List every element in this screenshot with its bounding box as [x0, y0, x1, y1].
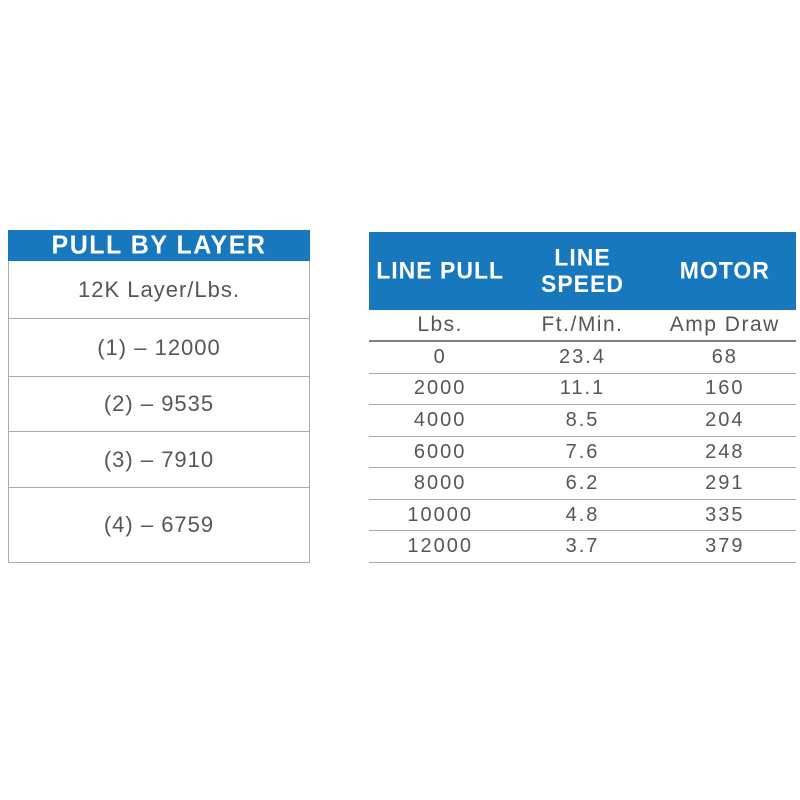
- col-header-line-pull-label: LINE PULL: [376, 256, 505, 284]
- layer-row-2: (2) – 9535: [9, 377, 309, 432]
- cell-line-speed: 6.2: [565, 472, 600, 495]
- performance-units-row: Lbs. Ft./Min. Amp Draw: [369, 310, 796, 342]
- layer-units-row: 12K Layer/Lbs.: [9, 261, 309, 319]
- performance-table: LINE PULL LINE SPEED MOTOR Lbs. Ft./Min.…: [369, 232, 796, 564]
- unit-amp-draw-label: Amp Draw: [669, 313, 780, 336]
- cell-motor: 204: [705, 408, 745, 431]
- layer-units-label: 12K Layer/Lbs.: [78, 276, 240, 302]
- cell-line-speed: 11.1: [559, 377, 606, 400]
- cell-line-pull: 8000: [413, 472, 467, 495]
- unit-lbs: Lbs.: [369, 310, 511, 340]
- table-row: 8000 6.2 291: [369, 468, 796, 500]
- cell-motor: 248: [705, 440, 745, 463]
- layer-row-4: (4) – 6759: [9, 488, 309, 562]
- col-header-motor: MOTOR: [654, 232, 796, 310]
- col-header-line-speed: LINE SPEED: [511, 232, 653, 310]
- col-header-line-speed-label: LINE SPEED: [541, 243, 624, 298]
- cell-motor: 291: [705, 472, 745, 495]
- cell-motor: 379: [705, 535, 745, 558]
- unit-lbs-label: Lbs.: [417, 313, 464, 336]
- performance-data-rows: 0 23.4 68 2000 11.1 160 4000 8.5 204 600…: [369, 342, 796, 564]
- cell-line-speed: 7.6: [565, 440, 600, 463]
- cell-motor: 335: [705, 503, 745, 526]
- pull-by-layer-body: 12K Layer/Lbs. (1) – 12000 (2) – 9535 (3…: [8, 261, 310, 563]
- layer-row-3: (3) – 7910: [9, 432, 309, 488]
- pull-by-layer-header: PULL BY LAYER: [8, 230, 310, 261]
- unit-amp-draw: Amp Draw: [654, 310, 796, 340]
- cell-line-pull: 12000: [407, 535, 473, 558]
- layer-row-1: (1) – 12000: [9, 319, 309, 377]
- layer-row-4-value: (4) – 6759: [103, 512, 215, 537]
- cell-line-pull: 2000: [413, 377, 467, 400]
- table-row: 6000 7.6 248: [369, 437, 796, 469]
- cell-motor: 160: [705, 377, 745, 400]
- table-row: 4000 8.5 204: [369, 405, 796, 437]
- table-row: 12000 3.7 379: [369, 531, 796, 564]
- cell-line-speed: 3.7: [565, 535, 600, 558]
- layer-row-3-value: (3) – 7910: [103, 446, 215, 472]
- cell-line-pull: 0: [433, 345, 447, 368]
- layer-row-2-value: (2) – 9535: [103, 391, 215, 416]
- table-row: 0 23.4 68: [369, 342, 796, 374]
- table-row: 10000 4.8 335: [369, 500, 796, 532]
- col-header-line-pull: LINE PULL: [369, 232, 511, 310]
- cell-line-pull: 6000: [413, 440, 467, 463]
- cell-line-speed: 4.8: [565, 503, 600, 526]
- cell-line-speed: 8.5: [565, 408, 600, 431]
- table-row: 2000 11.1 160: [369, 374, 796, 406]
- pull-by-layer-title: PULL BY LAYER: [51, 230, 267, 260]
- cell-line-pull: 10000: [407, 503, 473, 526]
- unit-ft-min-label: Ft./Min.: [541, 313, 624, 336]
- performance-header-row: LINE PULL LINE SPEED MOTOR: [369, 232, 796, 310]
- col-header-motor-label: MOTOR: [679, 256, 770, 284]
- pull-by-layer-table: PULL BY LAYER 12K Layer/Lbs. (1) – 12000…: [8, 230, 310, 563]
- layer-row-1-value: (1) – 12000: [97, 334, 221, 360]
- cell-line-speed: 23.4: [559, 345, 606, 368]
- unit-ft-min: Ft./Min.: [511, 310, 653, 340]
- cell-line-pull: 4000: [413, 408, 467, 431]
- cell-motor: 68: [711, 345, 738, 368]
